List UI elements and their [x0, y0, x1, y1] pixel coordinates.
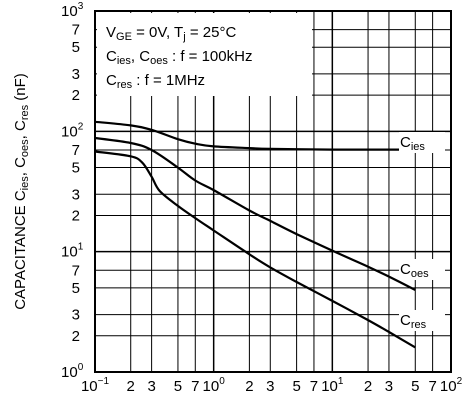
annotation-line: Cies, Coes : f = 100kHz	[106, 48, 252, 67]
annotation-line: Cres : f = 1MHz	[106, 72, 205, 91]
y-tick-label: 7	[72, 22, 80, 39]
y-tick-label: 100	[61, 362, 84, 381]
y-axis-label: CAPACITANCE Cies, Coes, Cres (nF)	[12, 73, 31, 310]
annotation-background	[97, 13, 312, 96]
x-tick-label: 101	[321, 376, 344, 394]
series-label-bg	[399, 132, 445, 153]
y-tick-label: 3	[72, 307, 80, 324]
y-axis-title-text: CAPACITANCE Cies, Coes, Cres (nF)	[12, 73, 31, 310]
y-tick-label: 103	[61, 1, 84, 20]
y-tick-label: 2	[72, 328, 80, 345]
x-tick-label: 7	[310, 378, 318, 394]
annotation-line: VGE = 0V, Tj = 25°C	[106, 24, 236, 43]
x-tick-label: 5	[292, 378, 300, 394]
x-tick-label: 102	[440, 376, 463, 394]
y-tick-label: 3	[72, 66, 80, 83]
y-tick-label: 2	[72, 207, 80, 224]
series-line-cies	[94, 120, 416, 151]
series-label-bg	[399, 310, 445, 331]
y-tick-label: 7	[72, 262, 80, 279]
y-tick-label: 2	[72, 87, 80, 104]
series-label-cres: Cres	[400, 312, 427, 331]
x-tick-label: 100	[203, 376, 226, 394]
series-label-cies: Cies	[400, 134, 425, 153]
x-tick-label: 2	[364, 378, 372, 394]
y-tick-label: 7	[72, 142, 80, 159]
x-tick-label: 7	[428, 378, 436, 394]
x-axis-ticks: 10−1 2 3 5 7 100 2 3 5 7 101 2 3 5 7 102	[81, 376, 463, 394]
x-tick-label: 10−1	[81, 376, 110, 394]
series-line-cres	[94, 150, 416, 349]
x-tick-label: 3	[147, 378, 155, 394]
x-tick-label: 3	[266, 378, 274, 394]
x-tick-label: 5	[174, 378, 182, 394]
x-tick-label: 2	[245, 378, 253, 394]
y-tick-label: 101	[61, 242, 84, 261]
condition-annotation: VGE = 0V, Tj = 25°C Cies, Coes : f = 100k…	[97, 13, 312, 96]
y-tick-label: 5	[72, 39, 80, 56]
series-line-coes	[94, 136, 416, 291]
plot-frame	[94, 10, 452, 373]
x-tick-label: 3	[385, 378, 393, 394]
y-tick-label: 5	[72, 280, 80, 297]
series-label-coes: Coes	[400, 261, 429, 280]
y-tick-label: 102	[61, 121, 84, 140]
y-axis-title: CAPACITANCE Cies, Coes, Cres (nF)	[12, 73, 31, 310]
series-label-bg	[399, 259, 445, 280]
y-tick-label: 3	[72, 186, 80, 203]
x-tick-label: 7	[191, 378, 199, 394]
x-tick-label: 5	[411, 378, 419, 394]
y-tick-label: 5	[72, 160, 80, 177]
x-tick-label: 2	[127, 378, 135, 394]
series-lines: Cies Coes Cres	[94, 120, 445, 349]
